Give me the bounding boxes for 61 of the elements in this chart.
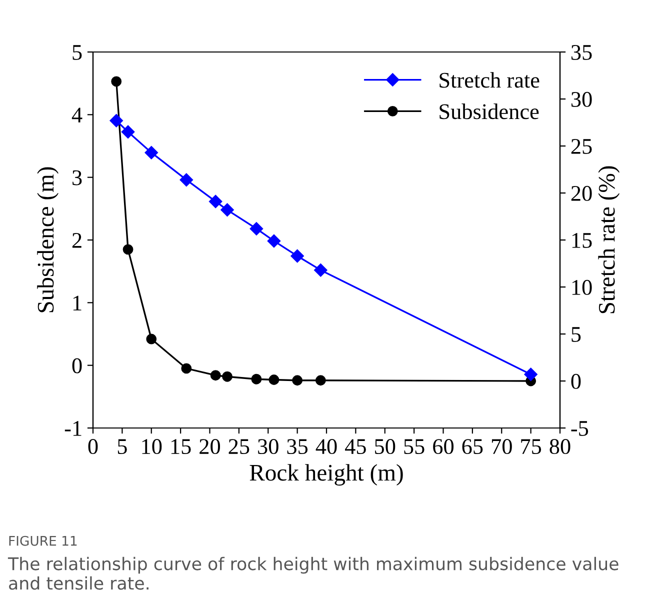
text: The relationship curve of rock height with maximum subsidence value and tensile rate.: [8, 556, 618, 590]
x-tick-label: 10: [142, 439, 162, 454]
point: [290, 249, 304, 263]
x-tick-label: 25: [228, 439, 250, 454]
y-tick-label: 1: [73, 296, 82, 310]
y-tick-label: 3: [72, 170, 82, 186]
point: [292, 375, 303, 386]
point: [220, 203, 234, 217]
x-tick-label: 60: [433, 439, 454, 454]
x-tick-label: 65: [462, 439, 483, 454]
point: [111, 76, 122, 87]
y2-axis-title: Stretch rate (%): [598, 166, 620, 314]
y2-tick-label: 25: [571, 138, 592, 154]
x-tick-label: 45: [345, 439, 366, 454]
y-tick-label: -1: [64, 421, 82, 436]
x-tick-label: 75: [521, 439, 542, 454]
legend-label: Subsidence: [440, 104, 539, 120]
y-tick-label: 2: [72, 232, 82, 248]
point: [121, 125, 135, 138]
point: [210, 370, 221, 381]
point: [222, 371, 232, 382]
y2-tick-label: 5: [572, 327, 581, 342]
y2-tick-label: -5: [571, 421, 588, 436]
x-tick-label: 5: [118, 439, 127, 454]
y2-tick-label: 10: [572, 280, 592, 295]
x-tick-label: 50: [375, 439, 396, 454]
x-tick-label: 35: [287, 439, 308, 454]
point: [315, 375, 326, 386]
point: [181, 363, 192, 374]
x-tick-label: 20: [200, 439, 220, 454]
x-tick-label: 30: [258, 439, 278, 454]
point: [146, 334, 157, 344]
x-tick-label: 40: [316, 439, 337, 454]
point: [251, 374, 262, 384]
x-tick-label: 15: [171, 439, 191, 454]
point: [524, 368, 538, 382]
x-tick-label: 80: [550, 439, 570, 454]
point: [180, 173, 193, 186]
x-tick-label: 0: [88, 439, 98, 454]
x-axis-title: Rock height (m): [250, 464, 403, 486]
y2-tick-label: 15: [572, 233, 592, 248]
x-tick-label: 55: [404, 439, 424, 454]
y2-tick-label: 35: [571, 44, 592, 60]
y-tick-label: 4: [72, 108, 82, 122]
y-tick-label: 5: [72, 45, 82, 60]
y2-tick-label: 20: [571, 186, 592, 201]
point: [209, 194, 222, 208]
point: [122, 244, 134, 255]
point: [268, 374, 280, 385]
x-tick-label: 70: [492, 439, 512, 454]
point: [267, 234, 281, 248]
caption: FIGURE 11: [9, 536, 77, 546]
point: [144, 146, 158, 160]
y-tick-label: 0: [72, 358, 82, 374]
point: [314, 263, 328, 277]
y-axis-title: Subsidence (m): [37, 167, 59, 312]
point: [250, 222, 264, 236]
y2-tick-label: 30: [571, 92, 592, 107]
y2-tick-label: 0: [571, 374, 581, 389]
point: [110, 114, 123, 128]
legend-label: Stretch rate: [440, 72, 540, 88]
